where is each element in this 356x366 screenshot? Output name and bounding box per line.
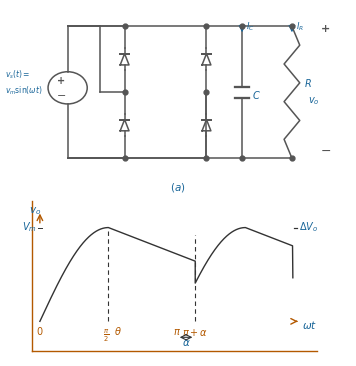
Text: $\alpha$: $\alpha$ <box>182 338 190 348</box>
Text: $I_R$: $I_R$ <box>296 20 304 33</box>
Text: $v_o$: $v_o$ <box>308 95 320 107</box>
Text: $R$: $R$ <box>304 78 312 89</box>
Text: $\omega t$: $\omega t$ <box>303 319 318 331</box>
Text: −: − <box>320 145 331 158</box>
Text: $C$: $C$ <box>252 89 261 101</box>
Text: $v_s(t) =$: $v_s(t) =$ <box>5 68 31 81</box>
Text: $(a)$: $(a)$ <box>170 181 186 194</box>
Text: $V_m$: $V_m$ <box>22 221 36 235</box>
Text: $I_C$: $I_C$ <box>246 20 255 33</box>
Text: $\Delta V_o$: $\Delta V_o$ <box>299 221 318 235</box>
Text: $\frac{\pi}{2}$: $\frac{\pi}{2}$ <box>103 327 109 344</box>
Text: $v_o$: $v_o$ <box>30 205 42 217</box>
Text: $\pi$: $\pi$ <box>173 327 181 337</box>
Text: +: + <box>320 24 330 34</box>
Text: −: − <box>57 91 66 101</box>
Text: $\theta$: $\theta$ <box>114 325 122 337</box>
Text: 0: 0 <box>37 327 43 337</box>
Text: $v_m\sin(\omega t)$: $v_m\sin(\omega t)$ <box>5 85 43 97</box>
Text: +: + <box>57 76 65 86</box>
Text: $\pi+\alpha$: $\pi+\alpha$ <box>182 327 208 338</box>
